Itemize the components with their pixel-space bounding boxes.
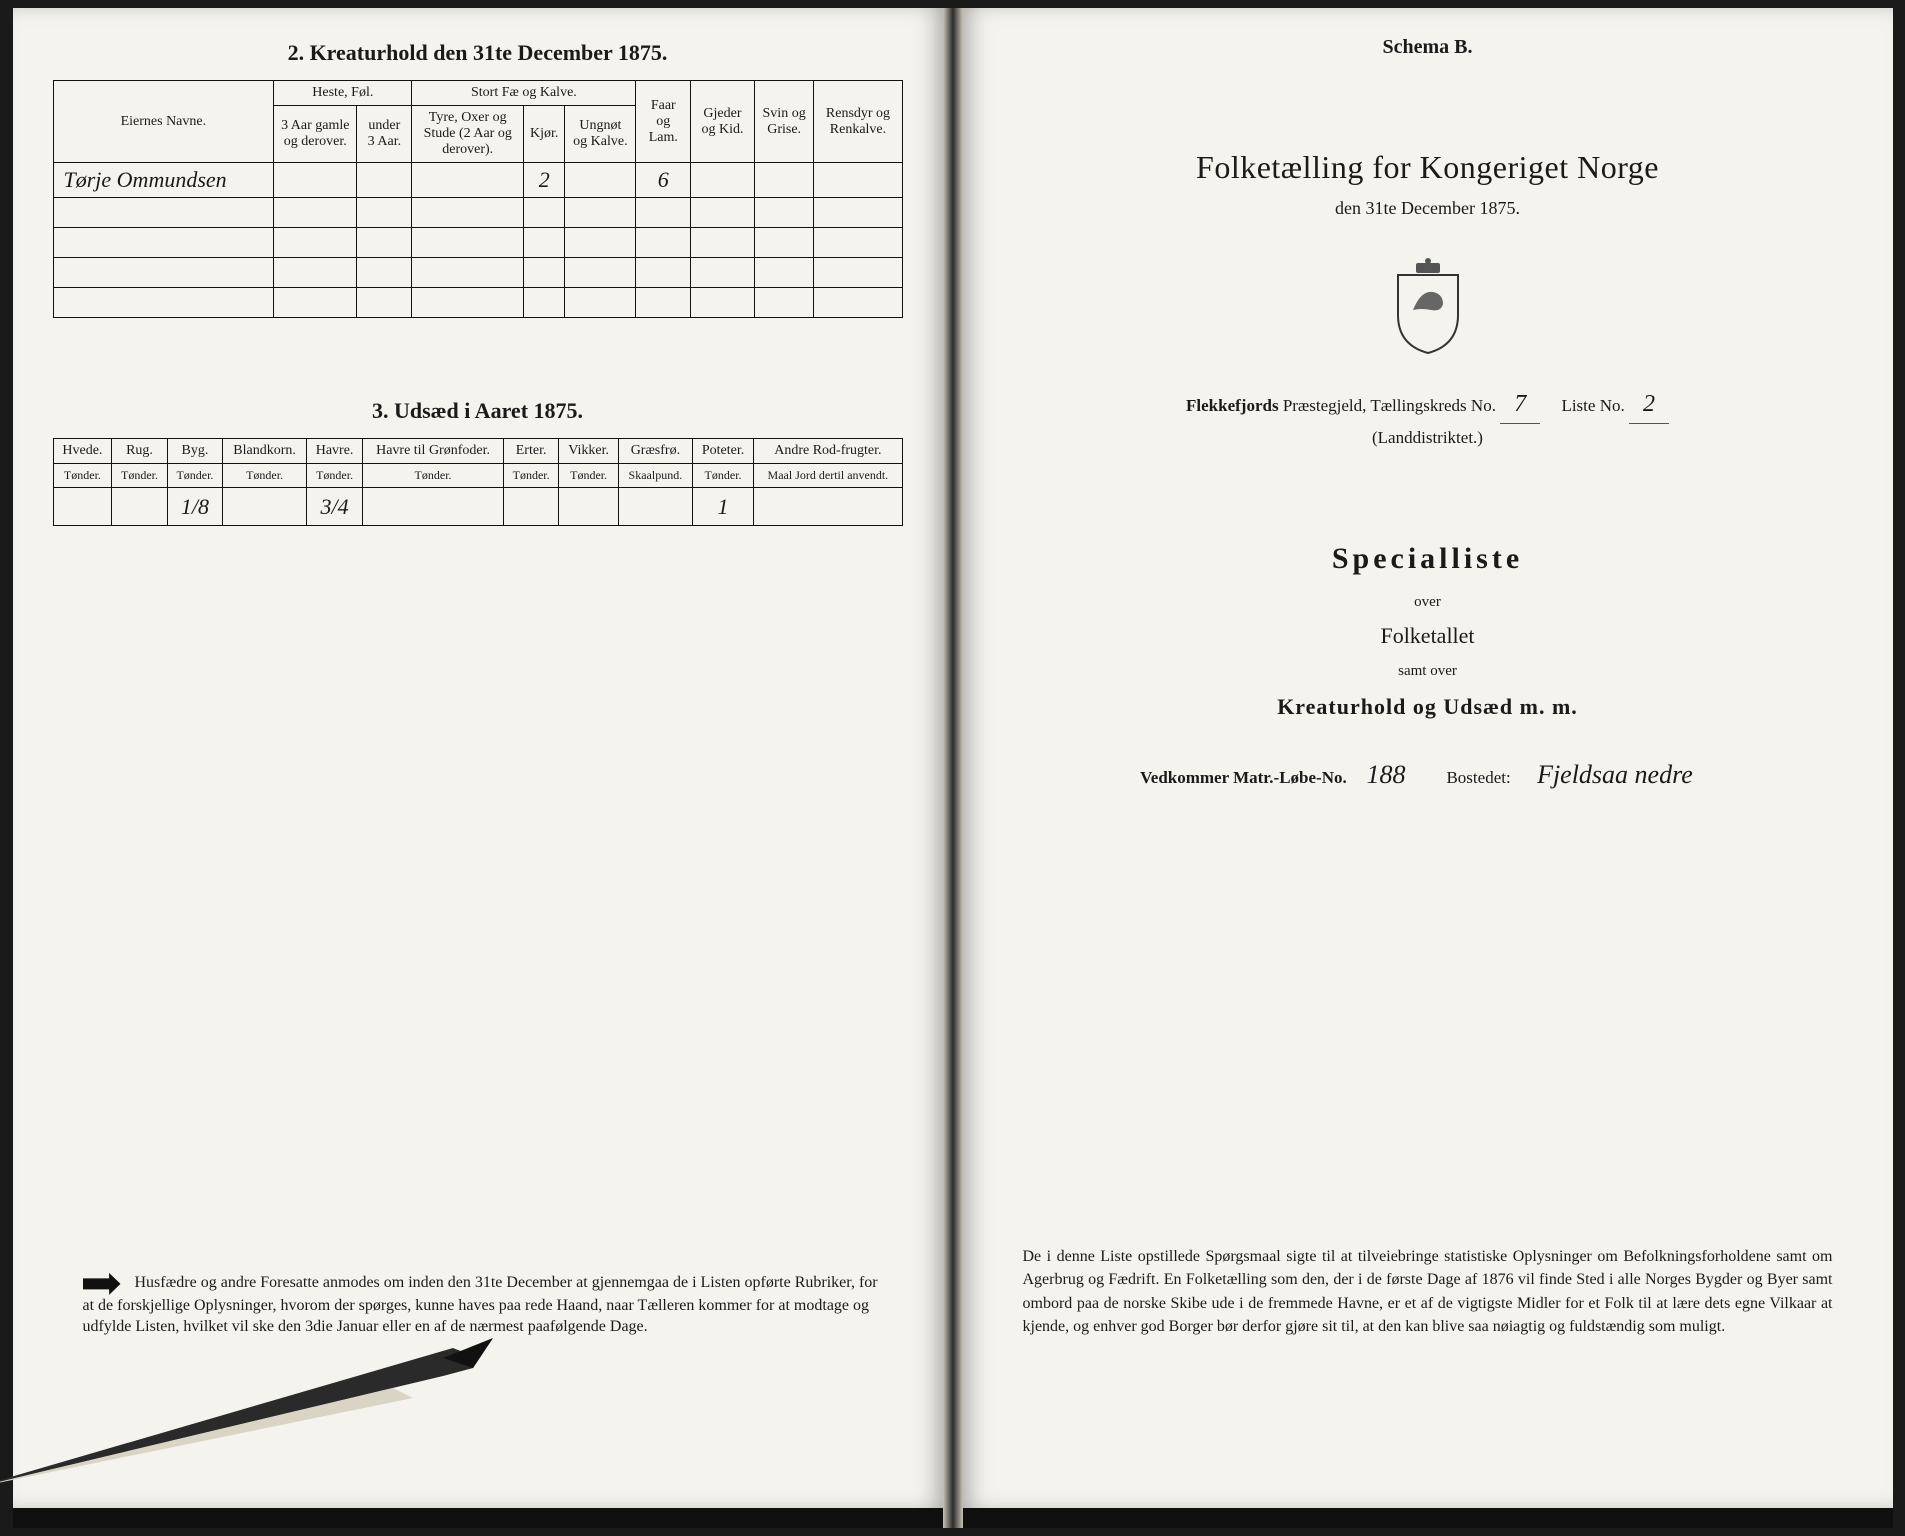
- district-prefix: Flekkefjords: [1186, 396, 1279, 415]
- schema-label: Schema B.: [1003, 36, 1853, 59]
- district-line: Flekkefjords Præstegjeld, Tællingskreds …: [1003, 385, 1853, 452]
- right-page: Schema B. Folketælling for Kongeriget No…: [963, 8, 1893, 1508]
- th-gjeder: Gjeder og Kid.: [691, 81, 755, 163]
- right-footnote: De i denne Liste opstillede Spørgsmaal s…: [1023, 1245, 1833, 1338]
- th-faar: Faar og Lam.: [636, 81, 691, 163]
- district-label: Præstegjeld, Tællingskreds No.: [1283, 396, 1496, 415]
- main-title: Folketælling for Kongeriget Norge: [1003, 149, 1853, 186]
- vedk-no: 188: [1351, 760, 1421, 790]
- section3-title: 3. Udsæd i Aaret 1875.: [53, 398, 903, 424]
- liste-label: Liste No.: [1561, 396, 1624, 415]
- th-rensdyr: Rensdyr og Renkalve.: [814, 81, 902, 163]
- book-gutter: [943, 8, 963, 1528]
- kreds-no: 7: [1500, 385, 1540, 424]
- th-heste-a: 3 Aar gamle og derover.: [274, 106, 357, 163]
- left-note-text: Husfædre og andre Foresatte anmodes om i…: [83, 1274, 878, 1335]
- vedk-label: Vedkommer Matr.-Løbe-No.: [1140, 768, 1347, 787]
- th-svin: Svin og Grise.: [754, 81, 814, 163]
- owner-name: Tørje Ommundsen: [53, 163, 274, 198]
- th-stort-b: Kjør.: [524, 106, 565, 163]
- th-name: Eiernes Navne.: [53, 81, 274, 163]
- th-heste-b: under 3 Aar.: [357, 106, 412, 163]
- landdistriktet: (Landdistriktet.): [1372, 428, 1483, 447]
- kreatur-label: Kreaturhold og Udsæd m. m.: [1003, 694, 1853, 720]
- th-stort-c: Ungnøt og Kalve.: [565, 106, 636, 163]
- vedkommer-line: Vedkommer Matr.-Løbe-No. 188 Bostedet: F…: [1003, 760, 1853, 790]
- sub-date: den 31te December 1875.: [1003, 198, 1853, 219]
- coat-of-arms-icon: [1388, 255, 1468, 355]
- over-label: over: [1003, 594, 1853, 611]
- livestock-table: Eiernes Navne. Heste, Føl. Stort Fæ og K…: [53, 80, 903, 318]
- pointing-hand-icon: [83, 1273, 121, 1295]
- specialliste-heading: Specialliste: [1003, 542, 1853, 576]
- table-row: Tørje Ommundsen 2 6: [53, 163, 902, 198]
- th-heste: Heste, Føl.: [274, 81, 412, 106]
- left-page: 2. Kreaturhold den 31te December 1875. E…: [13, 8, 943, 1508]
- seed-head-row: Hvede. Rug. Byg. Blandkorn. Havre. Havre…: [53, 439, 902, 464]
- bostedet-label: Bostedet:: [1446, 768, 1510, 787]
- folketallet-label: Folketallet: [1003, 623, 1853, 649]
- seed-value-row: 1/8 3/4 1: [53, 488, 902, 526]
- left-footnote: Husfædre og andre Foresatte anmodes om i…: [83, 1272, 893, 1338]
- seed-table: Hvede. Rug. Byg. Blandkorn. Havre. Havre…: [53, 438, 903, 526]
- val-kjor: 2: [524, 163, 565, 198]
- book-spread: 2. Kreaturhold den 31te December 1875. E…: [13, 8, 1893, 1528]
- th-stort: Stort Fæ og Kalve.: [412, 81, 636, 106]
- val-faar: 6: [636, 163, 691, 198]
- pen-overlay: [0, 1328, 533, 1488]
- seed-sub-row: Tønder. Tønder. Tønder. Tønder. Tønder. …: [53, 464, 902, 488]
- bostedet-value: Fjeldsaa nedre: [1515, 760, 1715, 790]
- th-stort-a: Tyre, Oxer og Stude (2 Aar og derover).: [412, 106, 524, 163]
- samt-label: samt over: [1003, 663, 1853, 680]
- section2-title: 2. Kreaturhold den 31te December 1875.: [53, 40, 903, 66]
- liste-no: 2: [1629, 385, 1669, 424]
